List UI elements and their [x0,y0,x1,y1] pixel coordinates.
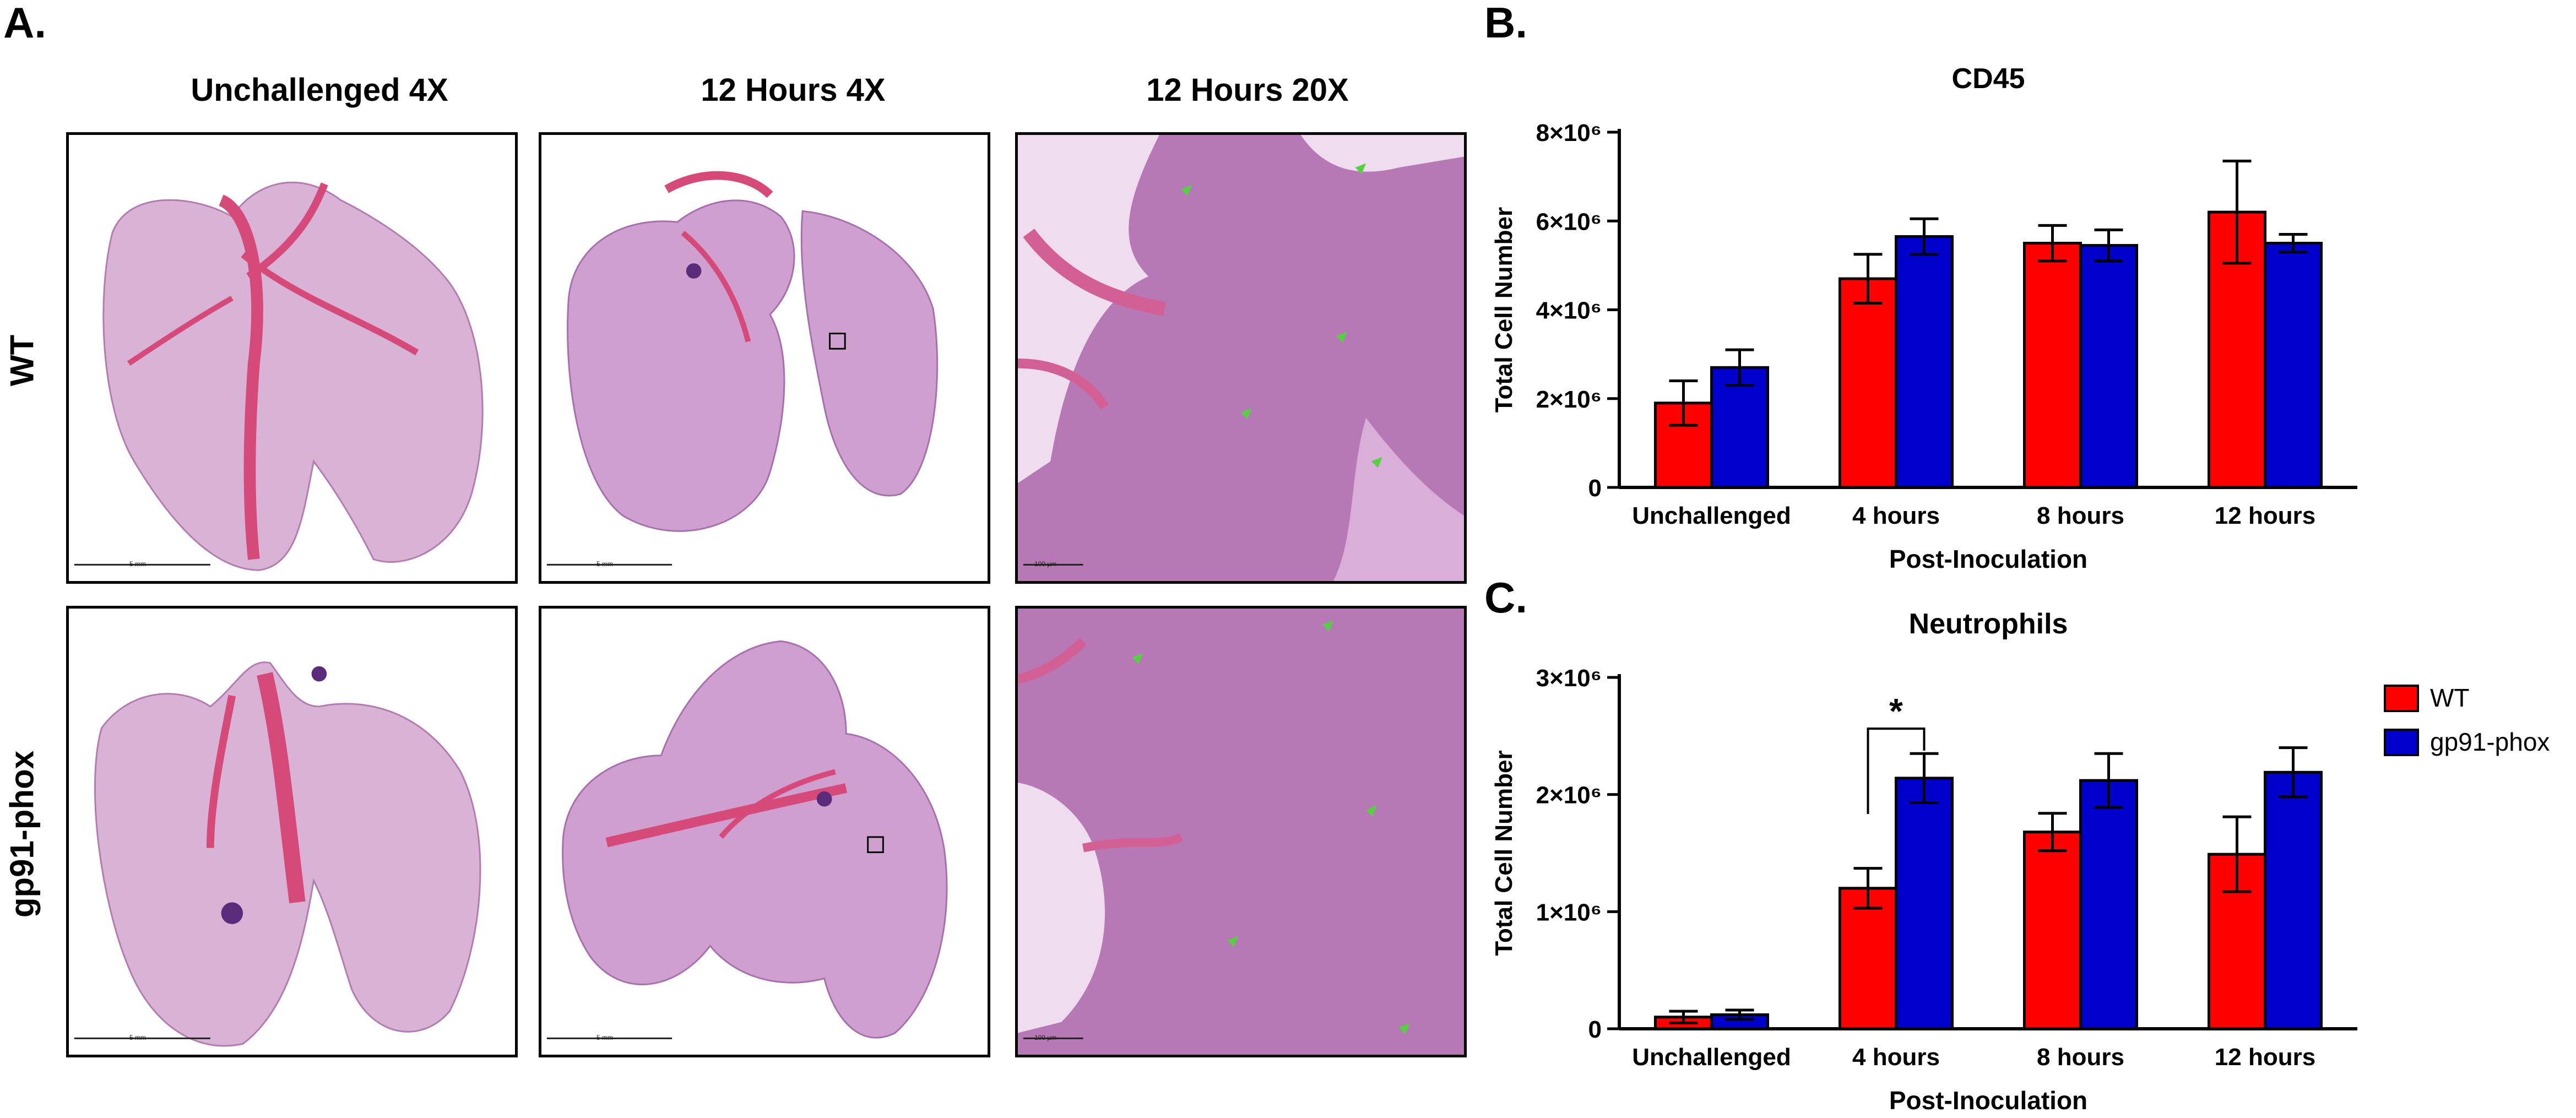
y-tick-label: 0 [1588,475,1602,502]
bar-gp91-phox [2264,770,2323,1030]
column-title-12h-20x: 12 Hours 20X [1146,72,1349,108]
y-tick-label: 6×10⁶ [1536,208,1602,235]
lung-section-image [546,171,939,566]
legend-label: gp91-phox [2430,728,2550,756]
y-tick-label: 3×10⁶ [1536,665,1602,692]
y-tick-label: 4×10⁶ [1536,297,1602,324]
bar-wt [2023,242,2082,489]
tissue-20x-image [1018,609,1464,1055]
x-axis-label: Post-Inoculation [1889,545,2087,573]
micrograph-wt-12h-4x: 5 mm [539,132,990,584]
x-tick-label: 12 hours [2215,1044,2315,1071]
tissue-20x-image [1018,135,1464,581]
significance-bracket [1867,728,1926,814]
scale-bar-label: 5 mm [129,1034,146,1041]
panel-letter-b: B. [1484,0,1527,47]
y-tick-label: 1×10⁶ [1536,899,1602,926]
scale-bar-label: 5 mm [596,1034,613,1041]
y-axis-label: Total Cell Number [1490,207,1517,413]
chart-title: Neutrophils [1909,608,2068,640]
micrograph-gp91-12h-4x: 5 mm [539,606,990,1057]
lung-section-image [74,661,481,1047]
bar-wt [2023,831,2082,1030]
y-axis-label: Total Cell Number [1490,750,1517,956]
x-tick-label: Unchallenged [1632,1044,1791,1071]
legend-label: WT [2430,683,2470,712]
y-tick-label: 8×10⁶ [1536,120,1602,146]
legend-swatch-gp91-phox [2384,729,2419,756]
x-tick-label: Unchallenged [1632,502,1791,529]
y-tick-label: 0 [1588,1016,1602,1043]
micrograph-gp91-12h-20x: 100 µm [1015,606,1467,1057]
micrograph-gp91-unchallenged-4x: 5 mm [66,606,518,1057]
significance-star: * [1889,691,1903,731]
panel-letter-c: C. [1484,573,1527,622]
bar-gp91-phox [2079,779,2138,1030]
chart-title: CD45 [1952,63,2025,95]
lung-section-image [74,181,484,571]
bar-gp91-phox [1710,366,1769,489]
scale-bar-label: 5 mm [129,560,146,568]
bar-gp91-phox [1895,235,1954,489]
y-tick-label: 2×10⁶ [1536,782,1602,809]
bar-gp91-phox [2079,244,2138,489]
column-title-12h-4x: 12 Hours 4X [701,72,886,108]
x-tick-label: 8 hours [2037,1044,2124,1071]
micrograph-wt-12h-20x: 100 µm [1015,132,1467,584]
scale-bar-label: 5 mm [596,560,613,568]
panel-letter-a: A. [3,0,46,47]
bar-gp91-phox [2264,242,2323,489]
column-title-unchallenged-4x: Unchallenged 4X [191,72,448,108]
y-tick-label: 2×10⁶ [1536,386,1602,413]
legend-swatch-wt [2384,685,2419,712]
scale-bar-label: 100 µm [1034,560,1057,568]
x-tick-label: 8 hours [2037,502,2124,529]
x-tick-label: 4 hours [1852,502,1940,529]
x-axis-label: Post-Inoculation [1889,1086,2087,1115]
scale-bar-label: 100 µm [1034,1034,1057,1041]
bar-wt [1839,277,1897,489]
x-tick-label: 12 hours [2215,502,2315,529]
micrograph-wt-unchallenged-4x: 5 mm [66,132,518,584]
x-tick-label: 4 hours [1852,1044,1940,1071]
bar-gp91-phox [1895,777,1954,1030]
lung-section-image [546,640,948,1039]
